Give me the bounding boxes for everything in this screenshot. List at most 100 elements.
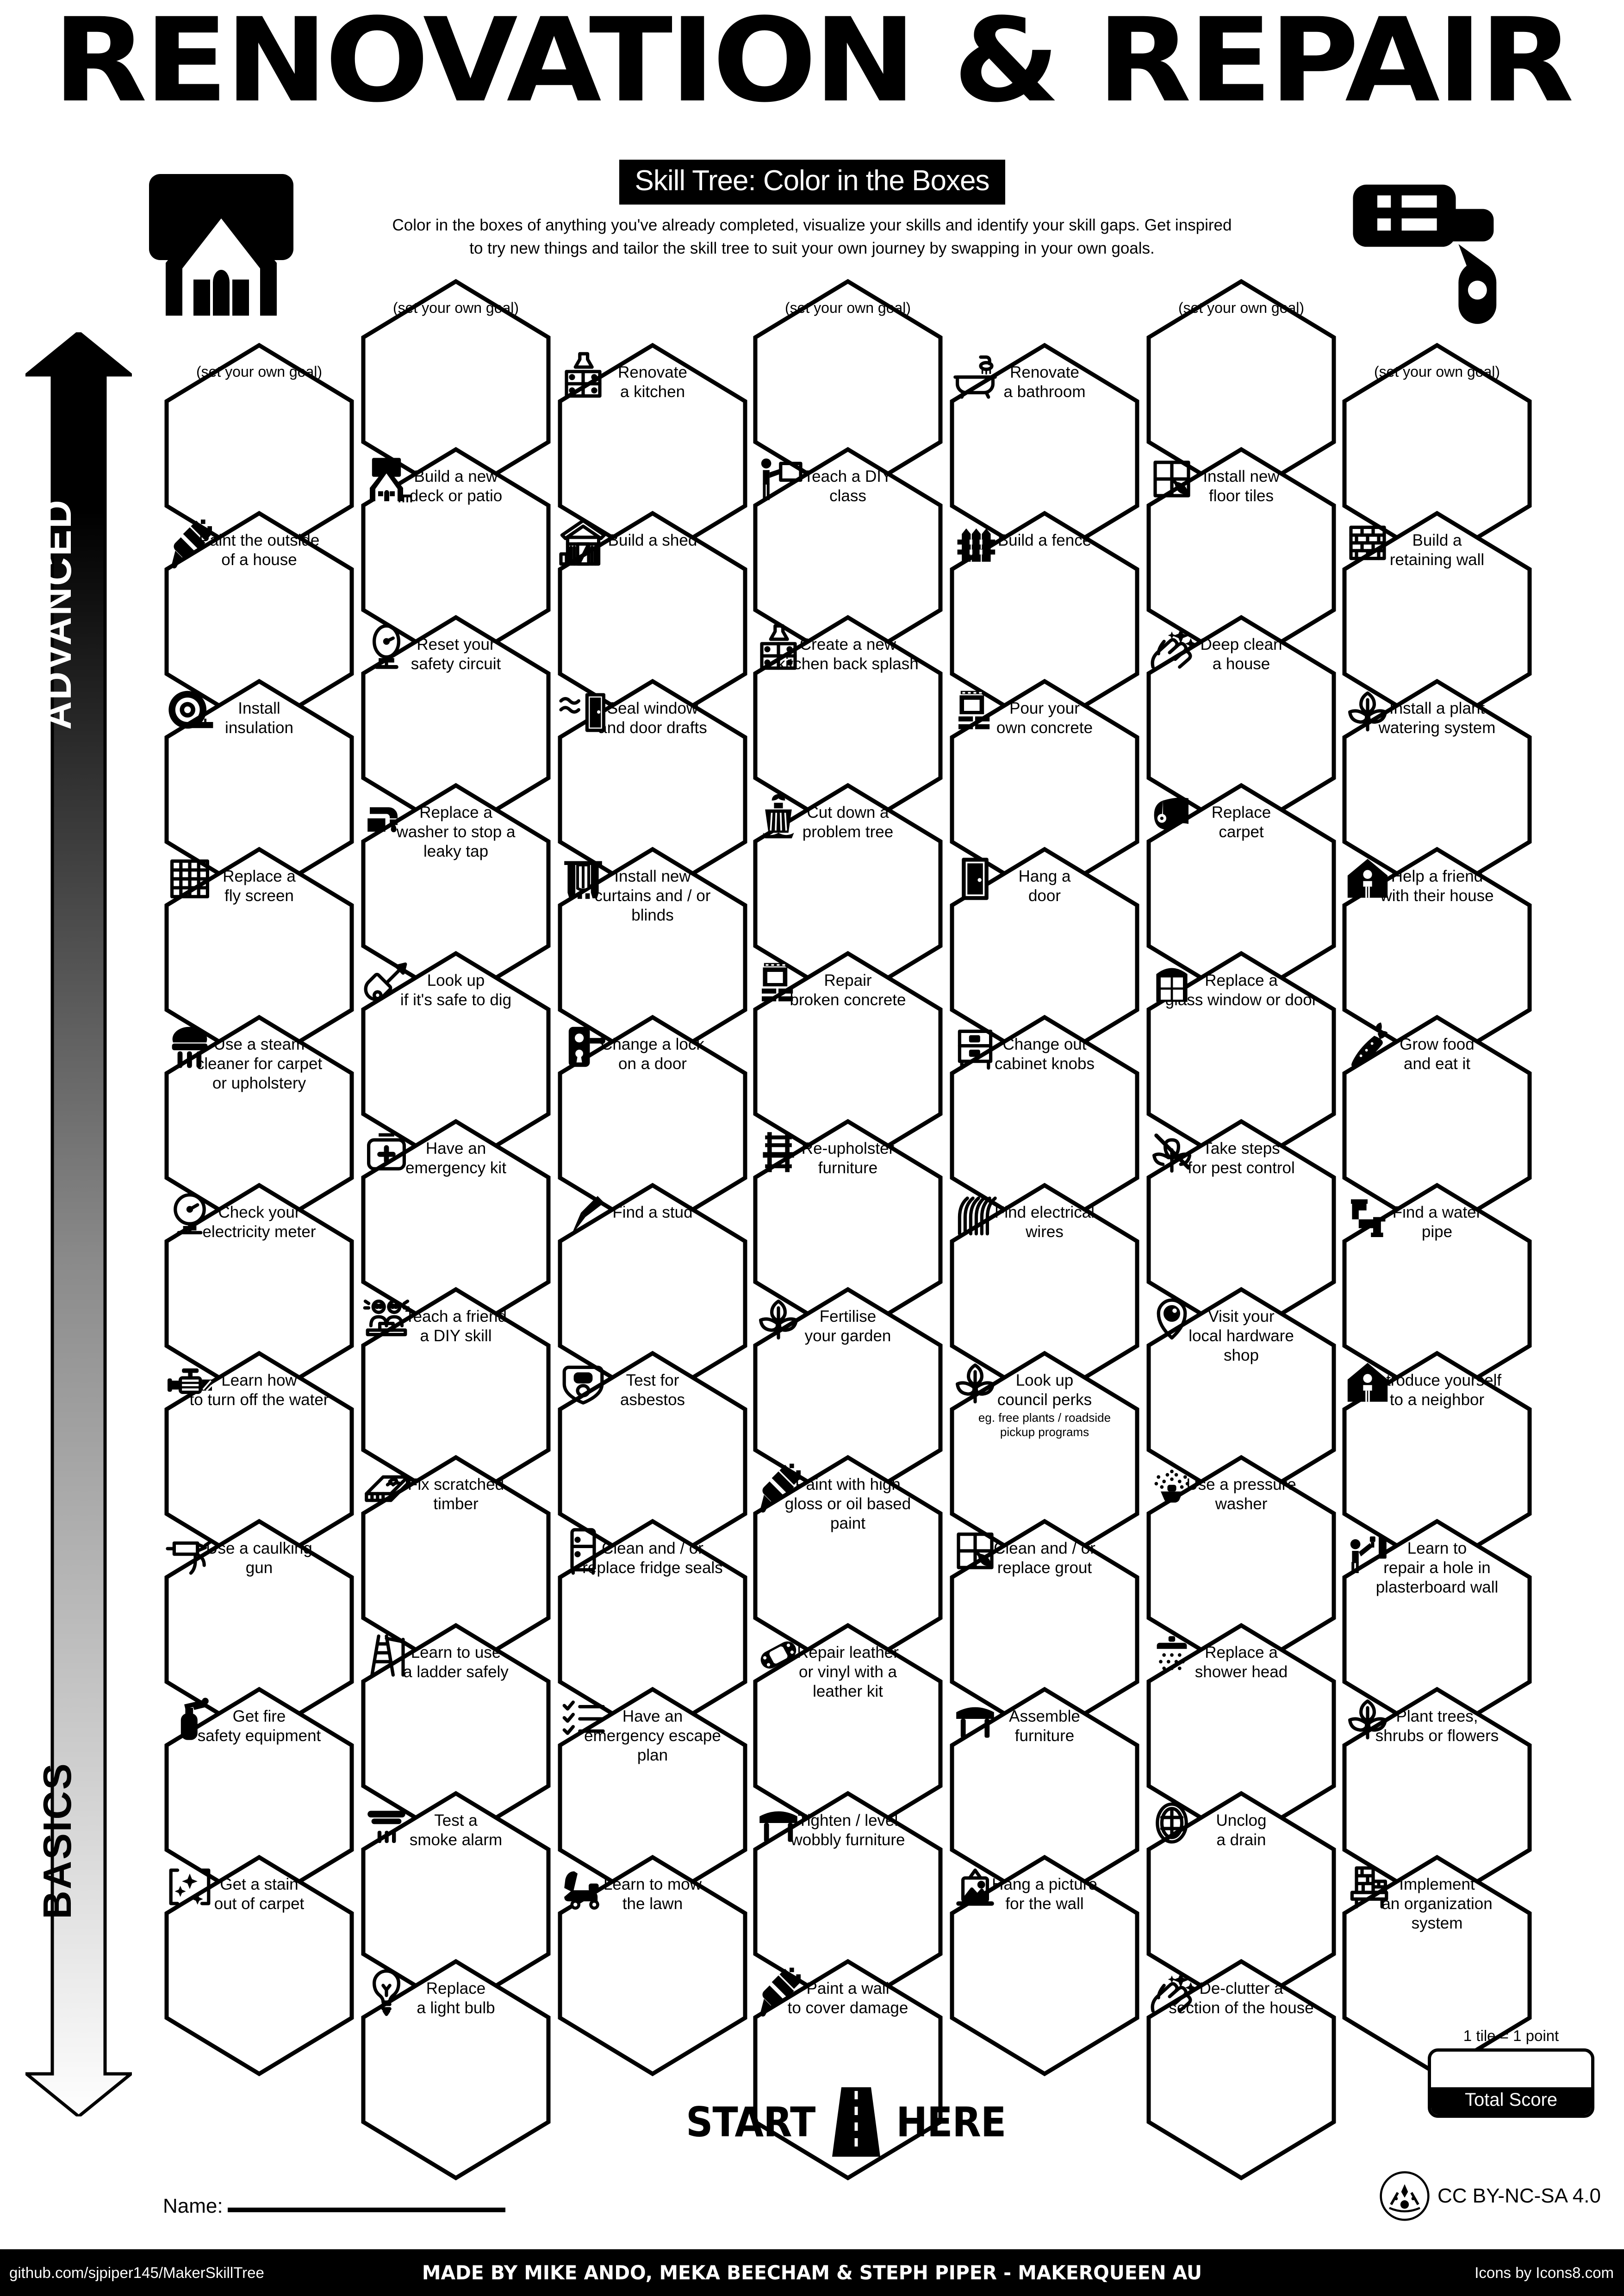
total-score-box[interactable]: Total Score bbox=[1428, 2048, 1594, 2118]
steam-cleaner-icon bbox=[172, 1027, 208, 1068]
door-draft-icon bbox=[559, 693, 605, 732]
shelving-icon bbox=[1350, 1866, 1388, 1909]
skill-label: Hang a door bbox=[1018, 867, 1071, 905]
skill-hex-paint-the-outside-of-a-house[interactable]: Paint the outside of a house bbox=[162, 510, 356, 734]
skill-hex-look-up-council-perks[interactable]: Look up council perks eg. free plants / ro… bbox=[947, 1350, 1142, 1574]
smoke-alarm-icon bbox=[367, 1811, 405, 1843]
concrete-bag-icon bbox=[958, 691, 990, 729]
skill-hex-use-a-pressure-washer[interactable]: Use a pressure washer bbox=[1144, 1454, 1338, 1678]
skill-hex-replace-carpet[interactable]: Replace carpet bbox=[1144, 782, 1338, 1006]
skill-label: Seal window and door drafts bbox=[598, 699, 707, 737]
skill-hex-tighten-level-wobbly-furniture[interactable]: Tighten / level wobbly furniture bbox=[751, 1790, 945, 2014]
skill-hex-replace-a-fly-screen[interactable]: Replace a fly screen bbox=[162, 846, 356, 1070]
skill-hex-learn-how-to-turn-off-the-water[interactable]: Learn how to turn off the water bbox=[162, 1350, 356, 1574]
total-score-input-area[interactable] bbox=[1431, 2052, 1591, 2087]
skill-label: (set your own goal) bbox=[196, 363, 323, 380]
skill-hex-install-a-plant-watering-system[interactable]: Install a plant watering system bbox=[1340, 678, 1534, 902]
skill-hex-renovate-a-bathroom[interactable]: Renovate a bathroom bbox=[947, 342, 1142, 566]
makerqueen-logo-icon bbox=[1380, 2171, 1430, 2221]
skill-hex-grow-food-and-eat-it[interactable]: Grow food and eat it bbox=[1340, 1014, 1534, 1238]
skill-label: Replace carpet bbox=[1211, 803, 1271, 841]
name-field[interactable]: Name: bbox=[163, 2195, 505, 2218]
skill-hex-plant-trees-shrubs-or-flowers[interactable]: Plant trees, shrubs or flowers bbox=[1340, 1686, 1534, 1910]
skill-label: (set your own goal) bbox=[1374, 363, 1500, 380]
skill-label: Paint with high gloss or oil based paint bbox=[784, 1475, 911, 1532]
skill-hex-repair-leather-or-vinyl-with-a-leather-kit[interactable]: Repair leather or vinyl with a leather kit bbox=[751, 1622, 945, 1846]
plant-sprout-icon bbox=[956, 1363, 995, 1404]
skill-label: Pour your own concrete bbox=[996, 699, 1093, 737]
skill-label: Unclog a drain bbox=[1216, 1811, 1267, 1849]
skill-label: Repair leather or vinyl with a leather kit bbox=[797, 1643, 899, 1700]
house-logo-icon bbox=[138, 171, 305, 326]
skill-hex-help-a-friend-with-their-house[interactable]: Help a friend with their house bbox=[1340, 846, 1534, 1070]
skill-hex-visit-your-local-hardware-shop[interactable]: Visit your local hardware shop bbox=[1144, 1286, 1338, 1510]
skill-hex-get-a-stain-out-of-carpet[interactable]: Get a stain out of carpet bbox=[162, 1854, 356, 2078]
stain-sparkle-icon bbox=[169, 1868, 211, 1905]
circuit-dial-icon bbox=[373, 624, 400, 669]
skill-hex-hang-a-picture-for-the-wall[interactable]: Hang a picture for the wall bbox=[947, 1854, 1142, 2078]
skill-label: Replace a shower head bbox=[1195, 1643, 1288, 1681]
skill-hex-renovate-a-kitchen[interactable]: Renovate a kitchen bbox=[555, 342, 750, 566]
skill-label: Paint the outside of a house bbox=[199, 531, 320, 569]
skill-hex-learn-to-mow-the-lawn[interactable]: Learn to mow the lawn bbox=[555, 1854, 750, 2078]
skill-hex-use-a-caulking-gun[interactable]: Use a caulking gun bbox=[162, 1518, 356, 1742]
skill-hex-create-a-new-kitchen-back-splash[interactable]: Create a new kitchen back splash bbox=[751, 614, 945, 838]
plant-sprout-icon bbox=[1348, 1699, 1387, 1740]
skill-hex-install-new-floor-tiles[interactable]: Install new floor tiles bbox=[1144, 446, 1338, 670]
skill-label: Have an emergency escape plan bbox=[584, 1707, 721, 1764]
skill-hex-replace-a-washer-to-stop-a-leaky-tap[interactable]: Replace a washer to stop a leaky tap bbox=[359, 782, 553, 1006]
skill-hex-de-clutter-a-section-of-the-house[interactable]: De-clutter a section of the house bbox=[1144, 1958, 1338, 2182]
skill-hex-build-a-retaining-wall[interactable]: Build a retaining wall bbox=[1340, 510, 1534, 734]
skill-label: Visit your local hardware shop bbox=[1188, 1307, 1294, 1364]
skill-hex-paint-a-wall-to-cover-damage[interactable]: Paint a wall to cover damage bbox=[751, 1958, 945, 2182]
skill-hex-set-your-own-goal[interactable]: (set your own goal) bbox=[751, 278, 945, 502]
fire-extinguisher-icon bbox=[180, 1698, 209, 1740]
skill-hex-introduce-yourself-to-a-neighbor[interactable]: Introduce yourself to a neighbor bbox=[1340, 1350, 1534, 1574]
license-text: CC BY-NC-SA 4.0 bbox=[1437, 2184, 1601, 2207]
skill-hex-assemble-furniture[interactable]: Assemble furniture bbox=[947, 1686, 1142, 1910]
skill-hex-use-a-steam-cleaner-for-carpet-or-upholstery[interactable]: Use a steam cleaner for carpet or upholste… bbox=[162, 1014, 356, 1238]
skill-hex-repair-broken-concrete[interactable]: Repair broken concrete bbox=[751, 950, 945, 1174]
score-panel: 1 tile = 1 point Total Score bbox=[1428, 2027, 1594, 2118]
skill-hex-set-your-own-goal[interactable]: (set your own goal) bbox=[1340, 342, 1534, 566]
lawn-mower-icon bbox=[564, 1871, 599, 1910]
table-icon bbox=[956, 1707, 994, 1738]
skill-label: Find a stud bbox=[612, 1203, 693, 1221]
ladder-icon bbox=[370, 1634, 405, 1677]
skill-label: Plant trees, shrubs or flowers bbox=[1375, 1707, 1499, 1745]
skill-hex-find-electrical-wires[interactable]: Find electrical wires bbox=[947, 1182, 1142, 1406]
skill-hex-replace-a-light-bulb[interactable]: Replace a light bulb bbox=[359, 1958, 553, 2182]
skill-sublabel: eg. free plants / roadside pickup program… bbox=[978, 1411, 1111, 1439]
sparkle-hand-icon bbox=[1151, 628, 1196, 669]
skill-label: (set your own goal) bbox=[784, 299, 911, 316]
skill-label: Change out cabinet knobs bbox=[995, 1035, 1095, 1073]
shovel-icon bbox=[364, 962, 407, 1001]
skill-hex-paint-with-high-gloss-or-oil-based-paint[interactable]: Paint with high gloss or oil based paint bbox=[751, 1454, 945, 1678]
fly-screen-mesh-icon bbox=[170, 859, 209, 898]
skill-hex-re-upholster-furniture[interactable]: Re-upholster furniture bbox=[751, 1118, 945, 1342]
skill-hex-check-your-electricity-meter[interactable]: Check your electricity meter bbox=[162, 1182, 356, 1406]
license-block: CC BY-NC-SA 4.0 bbox=[1379, 2171, 1601, 2221]
skill-label: Renovate a kitchen bbox=[618, 363, 687, 401]
skill-hex-set-your-own-goal[interactable]: (set your own goal) bbox=[359, 278, 553, 502]
name-write-line[interactable] bbox=[227, 2208, 505, 2212]
two-people-laptop-icon bbox=[363, 1300, 410, 1337]
footer-github-link[interactable]: github.com/sjpiper145/MakerSkillTree bbox=[9, 2264, 264, 2281]
skill-hex-build-a-new-deck-or-patio[interactable]: Build a new deck or patio bbox=[359, 446, 553, 670]
carpet-roll-icon bbox=[1154, 797, 1188, 830]
skill-hex-get-fire-safety-equipment[interactable]: Get fire safety equipment bbox=[162, 1686, 356, 1910]
scratched-timber-icon bbox=[365, 1475, 410, 1502]
skill-label: Introduce yourself to a neighbor bbox=[1372, 1371, 1502, 1409]
door-lock-icon bbox=[568, 1027, 605, 1067]
cabinet-drawers-icon bbox=[958, 1029, 993, 1070]
skill-label: Learn to mow the lawn bbox=[603, 1875, 702, 1913]
shower-head-icon bbox=[1157, 1636, 1187, 1670]
carrot-icon bbox=[1351, 1022, 1388, 1067]
skill-hex-install-new-curtains-and-or-blinds[interactable]: Install new curtains and / or blinds bbox=[555, 846, 750, 1070]
footer-icons-credit[interactable]: Icons by Icons8.com bbox=[1475, 2264, 1614, 2281]
concrete-bag-icon bbox=[762, 963, 793, 1002]
skill-hex-fix-scratched-timber[interactable]: Fix scratched timber bbox=[359, 1454, 553, 1678]
skill-hex-seal-window-and-door-drafts[interactable]: Seal window and door drafts bbox=[555, 678, 750, 902]
skill-label: Replace a washer to stop a leaky tap bbox=[396, 803, 516, 860]
